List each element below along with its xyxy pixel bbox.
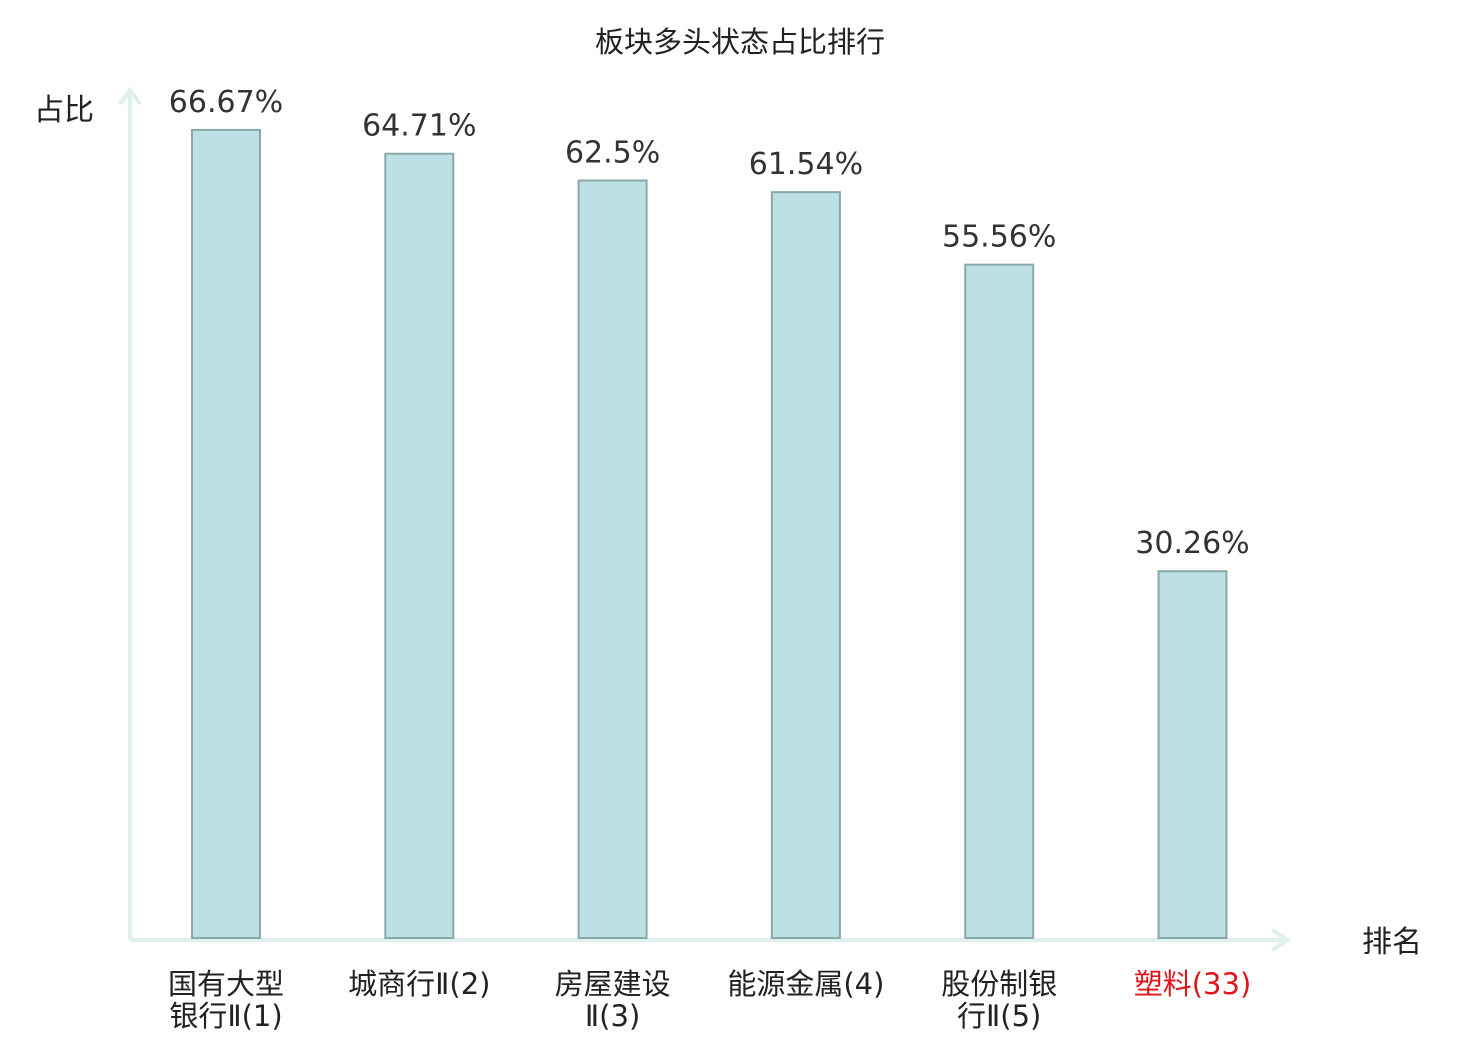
x-axis-arrow-icon xyxy=(1270,928,1292,952)
data-label: 64.71% xyxy=(362,109,476,144)
category-tick-label: 房屋建设 xyxy=(555,967,671,1001)
y-axis-label: 占比 xyxy=(34,93,94,128)
bar xyxy=(964,263,1035,939)
bar xyxy=(191,128,261,939)
data-label: 66.67% xyxy=(169,85,283,120)
data-label: 61.54% xyxy=(749,147,863,182)
category-tick-label: Ⅱ(3) xyxy=(585,999,640,1033)
data-label: 62.5% xyxy=(565,136,660,171)
bar xyxy=(384,152,455,940)
category-tick-label: 股份制银 xyxy=(941,967,1057,1001)
category-tick-label: 国有大型 xyxy=(168,967,284,1001)
bar xyxy=(577,179,648,939)
category-tick-label: 行Ⅱ(5) xyxy=(957,999,1041,1033)
category-tick-label: 塑料(33) xyxy=(1134,967,1252,1001)
category-tick-label: 银行Ⅱ(1) xyxy=(169,999,282,1033)
x-axis-label: 排名 xyxy=(1362,925,1422,960)
bar xyxy=(1157,570,1228,939)
category-tick-label: 能源金属(4) xyxy=(727,967,884,1001)
y-axis-arrow-icon xyxy=(118,86,142,106)
category-tick-label: 城商行Ⅱ(2) xyxy=(348,967,490,1001)
data-label: 30.26% xyxy=(1135,526,1249,561)
chart-title: 板块多头状态占比排行 xyxy=(595,25,885,59)
data-label: 55.56% xyxy=(942,220,1056,255)
bar xyxy=(770,191,841,939)
